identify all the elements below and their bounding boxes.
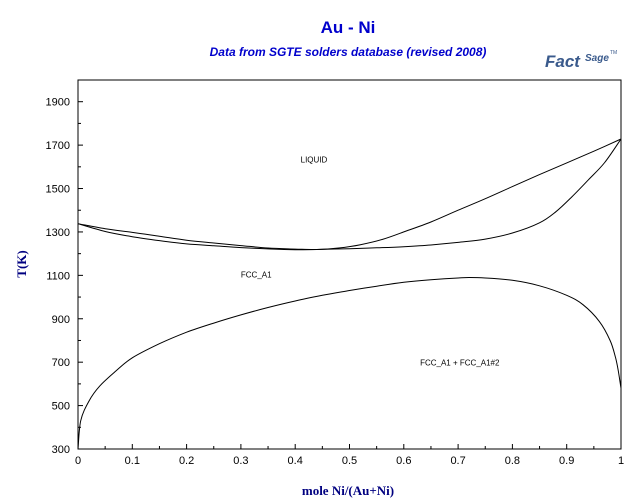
x-tick-label: 0.2 <box>179 455 194 467</box>
x-tick-label: 0.4 <box>288 455 303 467</box>
phase-boundary-2 <box>77 276 622 450</box>
logo-word-sage: Sage <box>585 53 609 64</box>
x-tick-label: 0.8 <box>505 455 520 467</box>
x-tick-label: 0 <box>75 455 81 467</box>
x-tick-label: 0.1 <box>125 455 140 467</box>
y-tick-label: 1700 <box>46 140 70 152</box>
y-tick-label: 700 <box>52 357 70 369</box>
region-label: FCC_A1 <box>241 271 272 280</box>
chart-title: Au - Ni <box>321 18 376 37</box>
y-tick-label: 900 <box>52 314 70 326</box>
x-axis: 0 0.1 0.2 0.3 0.4 0.5 0.6 0.7 0.8 0.9 1 <box>75 444 624 467</box>
chart-subtitle: Data from SGTE solders database (revised… <box>210 45 487 59</box>
phase-boundary-1 <box>77 138 622 251</box>
region-label: LIQUID <box>301 155 328 164</box>
y-axis-label: T(K) <box>14 250 29 277</box>
logo-word-fact: Fact <box>545 52 581 71</box>
phase-boundary-0 <box>77 138 622 251</box>
x-tick-label: 0.3 <box>233 455 248 467</box>
y-tick-label: 1900 <box>46 97 70 109</box>
x-tick-label: 0.9 <box>559 455 574 467</box>
y-tick-label: 1100 <box>46 270 70 282</box>
x-tick-label: 0.7 <box>450 455 465 467</box>
x-tick-label: 1 <box>618 455 624 467</box>
plot-frame <box>77 79 622 450</box>
y-tick-label: 1500 <box>46 184 70 196</box>
logo-trademark: TM <box>610 50 617 56</box>
y-tick-label: 300 <box>52 444 70 456</box>
y-tick-label: 1300 <box>46 227 70 239</box>
y-axis: 300 500 700 900 1100 1300 1500 1700 1900 <box>46 79 83 456</box>
x-axis-label: mole Ni/(Au+Ni) <box>302 483 394 498</box>
phase-boundaries <box>77 138 622 450</box>
factsage-logo: Fact Sage TM <box>545 50 617 71</box>
y-tick-label: 500 <box>52 401 70 413</box>
region-labels: LIQUID FCC_A1 FCC_A1 + FCC_A1#2 <box>241 155 500 367</box>
x-tick-label: 0.5 <box>342 455 357 467</box>
x-tick-label: 0.6 <box>396 455 411 467</box>
region-label: FCC_A1 + FCC_A1#2 <box>420 358 500 367</box>
